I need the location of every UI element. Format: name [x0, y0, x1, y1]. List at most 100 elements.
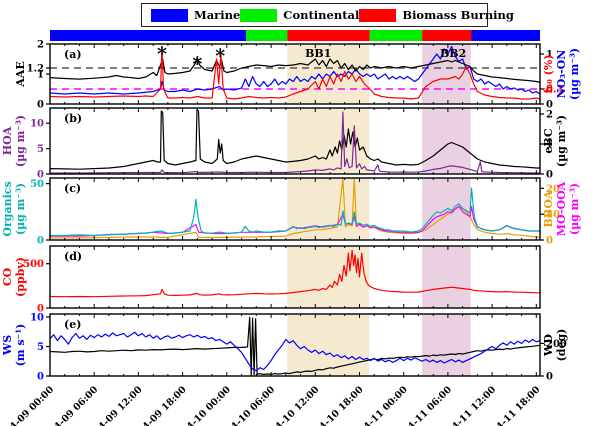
- series-organics: [50, 187, 540, 237]
- y-tick-label: 0: [546, 170, 553, 181]
- classification-bar-segment: [246, 30, 288, 41]
- series-bboa: [50, 178, 540, 239]
- y-tick-label: 0: [37, 304, 44, 315]
- right-axis-title: WD: [542, 334, 555, 357]
- classification-bar-segment: [50, 30, 246, 41]
- series-hoa: [50, 111, 540, 174]
- y-tick-label: 0: [37, 100, 44, 111]
- y-tick-label: 0: [546, 100, 553, 111]
- panel-e: 0 5 10 0 200 WS (m s⁻¹) WD (deg) (e): [1, 313, 568, 383]
- classification-bar-segment: [369, 30, 423, 41]
- right-axis-title: MO-OOA: [555, 181, 568, 236]
- y-tick-label: 0: [546, 236, 553, 247]
- x-tick-label: 04-09 12:00: [92, 384, 145, 426]
- y-tick-label: 50: [30, 179, 44, 190]
- biomass-burning-swatch-icon: [359, 8, 397, 22]
- panel-tag: (e): [64, 318, 81, 331]
- y-tick-label: 5: [37, 342, 44, 353]
- x-tick-label: 04-11 00:00: [357, 384, 410, 426]
- legend-item-label: Continental: [283, 8, 360, 22]
- y-tick-label: 0: [37, 372, 44, 383]
- y-tick-label: 1.2: [27, 64, 44, 75]
- y-tick-label: 1: [546, 50, 553, 61]
- asterisk-marker: *: [215, 45, 225, 67]
- left-axis-title: (m s⁻¹): [14, 324, 27, 367]
- region-bb2: [422, 314, 471, 376]
- x-tick-label: 04-09 00:00: [3, 384, 56, 426]
- region-label: BB2: [440, 47, 466, 60]
- y-tick-label: 10: [546, 210, 560, 221]
- right-axis-title: (deg): [555, 329, 568, 362]
- series-wd: [50, 316, 540, 376]
- left-axis-title: HOA: [1, 126, 14, 155]
- classification-bar-segment: [471, 30, 540, 41]
- right-axis-title: BBOA: [542, 190, 555, 227]
- left-axis-title: WS: [1, 335, 14, 356]
- x-tick-label: 04-10 18:00: [313, 384, 366, 426]
- y-tick-label: 2: [37, 40, 44, 51]
- x-tick-label: 04-09 18:00: [136, 384, 189, 426]
- x-tick-label: 04-11 06:00: [401, 384, 454, 426]
- asterisk-marker: *: [192, 53, 202, 75]
- right-axis-title: f₆₀ (%): [542, 54, 555, 93]
- marine-swatch-icon: [151, 8, 188, 22]
- right-axis-title: (µg m⁻³): [568, 48, 581, 100]
- x-tick-label: 04-11 12:00: [445, 384, 498, 426]
- panel-tag: (d): [64, 250, 82, 263]
- legend-item-continental: Continental: [240, 8, 359, 22]
- asterisk-marker: *: [157, 43, 167, 65]
- panel-d: 0 500 CO (ppbv) (d): [1, 245, 541, 315]
- y-tick-label: 0: [37, 236, 44, 247]
- legend-item-biomass-burning: Biomass Burning: [359, 8, 514, 22]
- series-aae: [50, 56, 540, 83]
- y-tick-label: 10: [30, 313, 44, 324]
- legend-item-label: Marine: [194, 8, 241, 22]
- left-axis-title: Organics: [1, 181, 14, 236]
- y-tick-label: 5: [37, 144, 44, 155]
- region-bb1: [287, 178, 370, 240]
- y-tick-label: 20: [546, 184, 560, 195]
- x-tick-label: 04-09 06:00: [48, 384, 101, 426]
- y-tick-label: 200: [546, 339, 567, 350]
- legend-item-label: Biomass Burning: [402, 8, 514, 22]
- right-axis-title: eBC: [542, 128, 555, 154]
- y-tick-label: 0: [546, 372, 553, 383]
- classification-bar-segment: [422, 30, 472, 41]
- left-axis-title: (µg m⁻³): [14, 183, 27, 235]
- series-co: [50, 249, 540, 298]
- left-axis-title: AAE: [14, 61, 27, 87]
- region-bb2: [422, 246, 471, 308]
- x-tick-label: 04-11 18:00: [490, 384, 543, 426]
- x-tick-label: 04-10 00:00: [180, 384, 233, 426]
- region-bb2: [422, 108, 471, 174]
- y-tick-label: 2: [546, 110, 553, 121]
- region-bb1: [287, 44, 370, 104]
- right-axis-title: (µg m⁻³): [555, 115, 568, 167]
- left-axis-title: (ppbv): [14, 257, 27, 297]
- panel-frame: [49, 245, 541, 309]
- y-tick-label: 500: [23, 259, 44, 270]
- panel-tag: (b): [64, 112, 82, 125]
- y-tick-label: 1: [37, 70, 44, 81]
- panel-frame: [49, 313, 541, 377]
- legend: Marine Continental Biomass Burning: [141, 3, 514, 27]
- left-axis-title: (µg m⁻³): [14, 115, 27, 167]
- panel-tag: (a): [64, 48, 82, 61]
- y-tick-label: 1: [546, 140, 553, 151]
- panel-frame: [49, 177, 541, 241]
- region-label: BB1: [305, 47, 331, 60]
- series-ws: [50, 331, 540, 372]
- legend-item-marine: Marine: [151, 8, 240, 22]
- y-tick-label: 0.3: [546, 85, 563, 96]
- y-tick-label: 0: [37, 170, 44, 181]
- classification-bar-segment: [287, 30, 370, 41]
- region-bb1: [287, 246, 370, 308]
- continental-swatch-icon: [240, 8, 278, 22]
- y-tick-label: 10: [30, 119, 44, 130]
